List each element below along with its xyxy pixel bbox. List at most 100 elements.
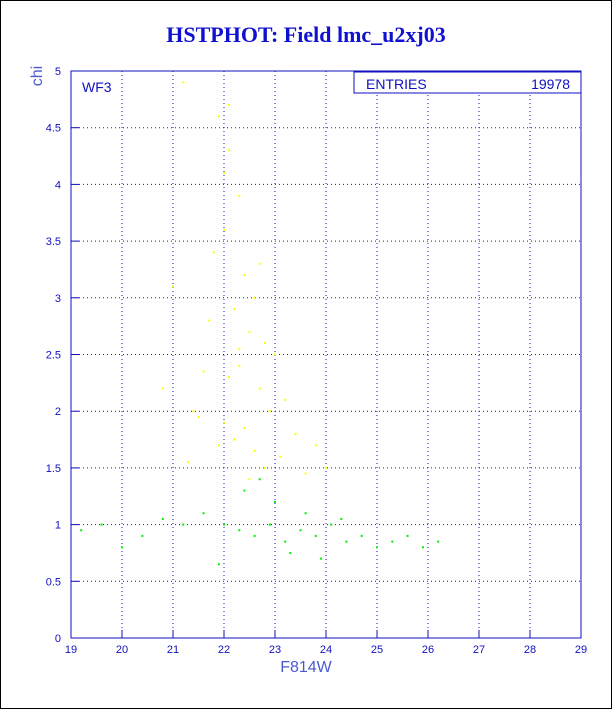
data-point	[406, 534, 409, 537]
data-point	[314, 534, 317, 537]
stats-box	[353, 71, 582, 94]
data-point	[268, 523, 271, 526]
data-point	[233, 438, 236, 441]
y-tick-label: 1	[55, 520, 61, 532]
y-tick-label: 3	[55, 293, 61, 305]
data-point	[217, 115, 220, 118]
chart-title: HSTPHOT: Field lmc_u2xj03	[166, 22, 446, 47]
data-point	[172, 285, 174, 288]
data-point	[263, 466, 266, 469]
data-point	[182, 523, 185, 526]
data-point	[304, 512, 307, 515]
data-point	[217, 444, 220, 447]
data-point	[340, 517, 343, 520]
data-point	[223, 228, 225, 231]
y-tick-label: 2	[55, 406, 61, 418]
x-axis-ticks: 19 20 21 22 23 24 25 26 27 28 29	[65, 630, 587, 656]
x-tick-label: 21	[167, 644, 179, 656]
y-tick-label: 5	[55, 66, 61, 78]
data-point	[192, 410, 195, 413]
panel-label: WF3	[82, 79, 112, 95]
data-point	[197, 415, 200, 418]
data-point	[223, 421, 225, 424]
data-point	[238, 364, 241, 367]
data-point	[217, 563, 220, 566]
stats-value: 19978	[531, 76, 570, 92]
data-point	[330, 523, 333, 526]
y-tick-label: 0.5	[46, 576, 61, 588]
y-axis-title: chi	[29, 66, 46, 86]
data-point	[182, 81, 185, 84]
data-point	[345, 540, 348, 543]
data-point	[376, 546, 378, 549]
data-point	[314, 444, 317, 447]
data-point	[253, 296, 256, 299]
data-point	[228, 149, 231, 152]
data-point	[284, 540, 287, 543]
x-axis-title: F814W	[280, 659, 332, 676]
data-point	[238, 529, 241, 532]
data-point	[238, 347, 241, 350]
data-point	[233, 308, 236, 311]
data-point	[243, 489, 246, 492]
stats-label: ENTRIES	[366, 76, 427, 92]
data-point	[243, 427, 246, 430]
data-point	[212, 251, 215, 254]
data-point	[248, 478, 251, 481]
y-tick-label: 4	[55, 179, 61, 191]
data-point	[325, 466, 327, 469]
data-point	[299, 529, 302, 532]
data-point	[289, 551, 292, 554]
x-tick-label: 28	[524, 644, 536, 656]
data-point	[258, 478, 261, 481]
data-point	[248, 330, 251, 333]
data-point	[243, 274, 246, 277]
x-tick-label: 26	[422, 644, 434, 656]
x-tick-label: 25	[371, 644, 383, 656]
data-point	[360, 534, 363, 537]
data-point	[161, 517, 164, 520]
data-point	[421, 546, 424, 549]
y-tick-label: 4.5	[46, 123, 61, 135]
x-tick-label: 29	[575, 644, 587, 656]
data-point	[207, 319, 210, 322]
data-point	[228, 376, 231, 379]
data-point	[121, 546, 123, 549]
data-point	[319, 557, 322, 560]
y-tick-label: 2.5	[46, 350, 61, 362]
data-point	[202, 512, 205, 515]
data-point	[391, 540, 394, 543]
data-point	[258, 387, 261, 390]
data-point	[187, 461, 190, 464]
data-point	[274, 500, 276, 503]
data-point	[228, 104, 231, 107]
data-point	[263, 342, 266, 345]
data-point	[274, 353, 276, 356]
grid	[70, 70, 582, 639]
data-point	[100, 523, 103, 526]
data-point	[202, 370, 205, 373]
data-points	[80, 81, 440, 566]
data-point	[253, 449, 256, 452]
data-point	[294, 432, 297, 435]
x-tick-label: 23	[269, 644, 281, 656]
data-point	[80, 529, 83, 532]
x-tick-label: 22	[218, 644, 230, 656]
data-point	[223, 523, 225, 526]
x-tick-label: 19	[65, 644, 77, 656]
x-tick-label: 20	[116, 644, 128, 656]
data-point	[268, 410, 271, 413]
data-point	[141, 534, 144, 537]
y-tick-label: 1.5	[46, 463, 61, 475]
data-point	[284, 398, 287, 401]
y-tick-label: 3.5	[46, 236, 61, 248]
data-point	[279, 455, 282, 458]
y-tick-label: 0	[55, 633, 61, 645]
y-axis-ticks: 0 0.5 1 1.5 2 2.5 3 3.5 4 4.5 5	[46, 66, 79, 645]
data-point	[238, 194, 241, 197]
data-point	[304, 472, 307, 475]
x-tick-label: 27	[473, 644, 485, 656]
data-point	[161, 387, 164, 390]
data-point	[258, 262, 261, 265]
